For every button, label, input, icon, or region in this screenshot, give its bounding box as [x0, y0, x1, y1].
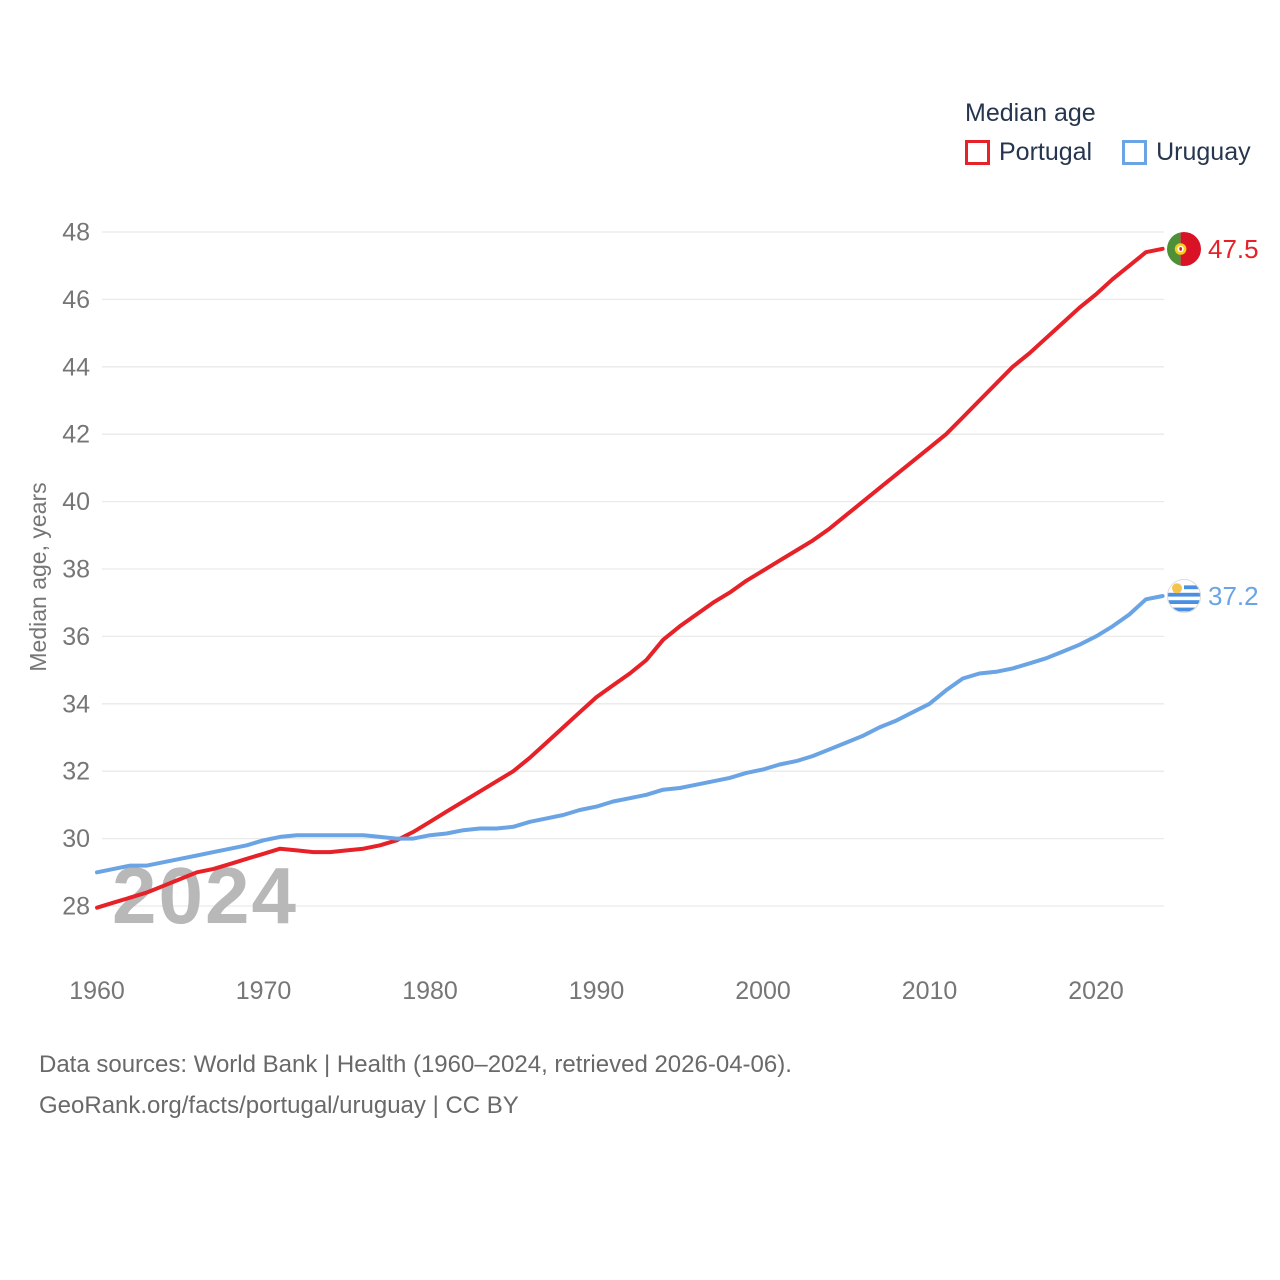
- source-line: Data sources: World Bank | Health (1960–…: [39, 1051, 792, 1078]
- portugal-swatch-icon: [965, 140, 990, 165]
- uruguay-line: [95, 594, 1165, 875]
- svg-text:1960: 1960: [69, 977, 125, 1005]
- svg-text:40: 40: [62, 488, 90, 516]
- y-axis-title: Median age, years: [25, 482, 51, 671]
- attribution-line: GeoRank.org/facts/portugal/uruguay | CC …: [39, 1092, 519, 1119]
- legend-row: Portugal Uruguay: [965, 140, 1251, 165]
- svg-text:44: 44: [62, 353, 90, 381]
- portugal-line: [95, 246, 1165, 910]
- svg-text:38: 38: [62, 556, 90, 584]
- legend-title: Median age: [965, 99, 1096, 127]
- uruguay-flag-icon: [1167, 578, 1201, 613]
- svg-text:30: 30: [62, 825, 90, 853]
- svg-text:48: 48: [62, 219, 90, 247]
- portugal-end-marker: 47.5: [1167, 231, 1259, 266]
- svg-text:1980: 1980: [402, 977, 458, 1005]
- uruguay-end-value: 37.2: [1208, 580, 1259, 611]
- svg-text:32: 32: [62, 758, 90, 786]
- svg-text:34: 34: [62, 690, 90, 718]
- legend-label-portugal: Portugal: [999, 138, 1093, 166]
- svg-text:2010: 2010: [902, 977, 958, 1005]
- svg-text:1970: 1970: [236, 977, 292, 1005]
- data-source-note: Data sources: World Bank | Health (1960–…: [39, 1044, 792, 1126]
- uruguay-swatch-icon: [1122, 140, 1148, 165]
- legend-item-uruguay[interactable]: Uruguay: [1122, 140, 1251, 165]
- legend: Median age Portugal Uruguay: [965, 101, 1251, 165]
- svg-text:2000: 2000: [735, 977, 791, 1005]
- svg-text:46: 46: [62, 286, 90, 314]
- svg-text:1990: 1990: [569, 977, 625, 1005]
- portugal-flag-icon: [1167, 231, 1201, 266]
- legend-item-portugal[interactable]: Portugal: [965, 140, 1092, 165]
- svg-text:2020: 2020: [1068, 977, 1124, 1005]
- portugal-end-value: 47.5: [1208, 233, 1259, 264]
- svg-text:28: 28: [62, 893, 90, 921]
- svg-text:36: 36: [62, 623, 90, 651]
- uruguay-end-marker: 37.2: [1167, 578, 1259, 613]
- svg-text:42: 42: [62, 421, 90, 449]
- legend-label-uruguay: Uruguay: [1156, 138, 1251, 166]
